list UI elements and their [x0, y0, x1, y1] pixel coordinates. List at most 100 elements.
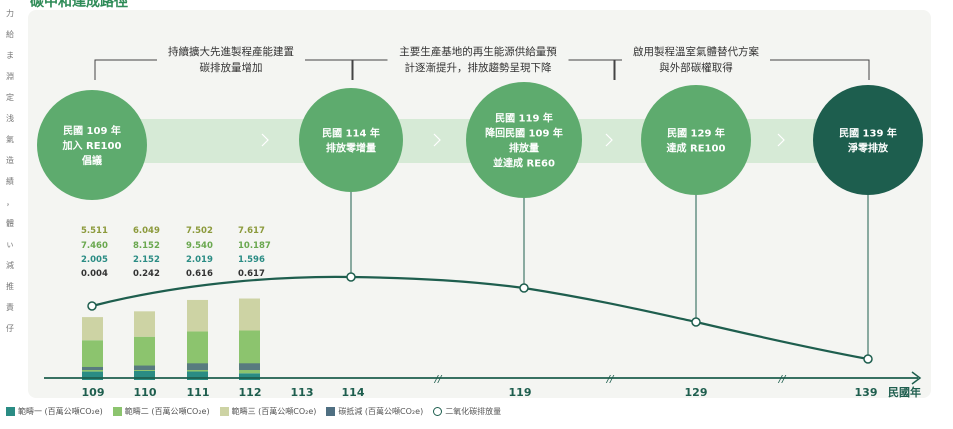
data-label: 2.019 — [186, 255, 213, 265]
left-strip-char: 造 — [6, 156, 14, 165]
milestone-label: 降回民國 109 年 — [485, 127, 563, 140]
axis-tick-label: 139 — [855, 386, 878, 399]
bar-segment — [134, 336, 155, 371]
milestone-label: 達成 RE100 — [667, 142, 726, 155]
legend-item: 二氧化碳排放量 — [433, 406, 501, 417]
data-label: 7.502 — [186, 226, 213, 236]
legend: 範疇一 (百萬公噸CO₂e) 範疇二 (百萬公噸CO₂e) 範疇三 (百萬公噸CO₂… — [6, 404, 511, 418]
legend-label: 碳抵減 (百萬公噸CO₂e) — [338, 406, 424, 416]
milestone-circle — [37, 90, 147, 200]
axis-tick-label: 119 — [509, 386, 532, 399]
left-strip-char: 推 — [6, 282, 14, 291]
left-strip-char: 體 — [6, 219, 14, 228]
legend-item: 範疇三 (百萬公噸CO₂e) — [219, 406, 316, 417]
left-strip-char: 減 — [6, 261, 14, 270]
milestone-circle — [299, 88, 403, 192]
data-label: 2.152 — [133, 255, 160, 265]
data-label: 9.540 — [186, 241, 213, 251]
caption-line: 持續擴大先進製程產能建置 — [168, 45, 294, 58]
milestone-label: 民國 139 年 — [839, 127, 897, 140]
bar-segment — [239, 373, 260, 380]
page-title: 碳中和達成路徑 — [30, 0, 128, 10]
milestone-circle — [641, 85, 751, 195]
left-strip-char: 氣 — [6, 135, 14, 144]
bar-offset-segment — [187, 363, 208, 370]
caption-line: 與外部碳權取得 — [659, 61, 733, 74]
caption-bracket — [613, 59, 622, 80]
caption-bracket — [351, 59, 388, 80]
axis-unit-label: 民國年 — [888, 385, 921, 399]
milestone-label: 淨零排放 — [847, 142, 889, 155]
trend-point — [863, 354, 873, 364]
legend-swatch — [219, 406, 229, 416]
milestone-circle — [466, 82, 582, 198]
trend-point — [346, 272, 356, 282]
data-label: 5.511 — [81, 226, 108, 236]
legend-item: 範疇一 (百萬公噸CO₂e) — [6, 406, 103, 417]
left-page-edge-text: 力給ま淵定浅氣造績 ， 體ぃ減推責仔 — [0, 0, 20, 429]
bar-segment — [82, 340, 103, 372]
axis-break-icon: // — [778, 374, 787, 385]
legend-swatch — [326, 406, 336, 416]
legend-item: 碳抵減 (百萬公噸CO₂e) — [326, 406, 423, 417]
data-label: 10.187 — [238, 241, 271, 251]
axis-tick-label: 114 — [342, 386, 365, 399]
bar-segment — [239, 330, 260, 374]
milestone-label: 倡議 — [81, 154, 102, 167]
bar-offset-segment — [134, 365, 155, 370]
data-label: 0.242 — [133, 269, 160, 279]
milestone-label: 民國 119 年 — [495, 112, 553, 125]
left-strip-char: ま — [6, 51, 14, 60]
bar-segment — [134, 370, 155, 380]
milestone-label: 排放量 — [509, 142, 539, 155]
bar-segment — [82, 371, 103, 380]
legend-swatch — [112, 406, 122, 416]
bar-offset-segment — [239, 363, 260, 370]
caption-line: 啟用製程溫室氣體替代方案 — [633, 45, 759, 58]
milestone-label: 民國 129 年 — [667, 127, 725, 140]
milestone-circle — [813, 85, 923, 195]
caption-line: 碳排放量增加 — [200, 61, 263, 74]
trend-point — [691, 317, 701, 327]
band-chevron-icon — [261, 133, 269, 147]
left-strip-char: ， — [6, 198, 14, 207]
band-chevron-icon — [605, 133, 613, 147]
trend-point — [519, 283, 529, 293]
bar-segment — [187, 299, 208, 332]
data-label: 0.617 — [238, 269, 265, 279]
data-label: 6.049 — [133, 226, 160, 236]
caption-line: 計逐漸提升，排放趨勢呈現下降 — [405, 61, 552, 74]
axis-break-icon: // — [434, 374, 443, 385]
diagram-panel — [28, 10, 931, 398]
axis-arrow-icon — [911, 371, 922, 385]
caption-bracket — [94, 59, 157, 80]
axis-tick-label: 112 — [239, 386, 262, 399]
bar-segment — [187, 331, 208, 372]
bar-segment — [187, 371, 208, 380]
left-strip-char: 定 — [6, 93, 14, 102]
bar-segment — [239, 298, 260, 331]
left-strip-char: 仔 — [6, 324, 14, 333]
left-strip-char: 浅 — [6, 114, 14, 123]
left-strip-char: 力 — [6, 9, 14, 18]
milestone-label: 民國 114 年 — [322, 127, 380, 140]
data-label: 7.617 — [238, 226, 265, 236]
milestone-label: 民國 109 年 — [63, 124, 121, 137]
legend-item: 範疇二 (百萬公噸CO₂e) — [112, 406, 210, 417]
axis-tick-label: 111 — [187, 386, 210, 399]
legend-swatch — [6, 406, 15, 416]
left-strip-char: 績 — [6, 177, 14, 186]
milestone-label: 排放零增量 — [326, 142, 376, 155]
data-label: 0.616 — [186, 269, 213, 279]
caption-bracket — [305, 59, 354, 80]
axis-tick-label: 110 — [134, 386, 157, 399]
data-label: 8.152 — [133, 241, 160, 251]
axis-tick-label: 109 — [82, 386, 105, 399]
bar-offset-segment — [82, 366, 103, 370]
caption-bracket — [770, 59, 870, 80]
bar-segment — [134, 311, 155, 337]
axis-break-icon: // — [606, 374, 615, 385]
data-label: 2.005 — [81, 255, 108, 265]
data-label: 7.460 — [81, 241, 108, 251]
